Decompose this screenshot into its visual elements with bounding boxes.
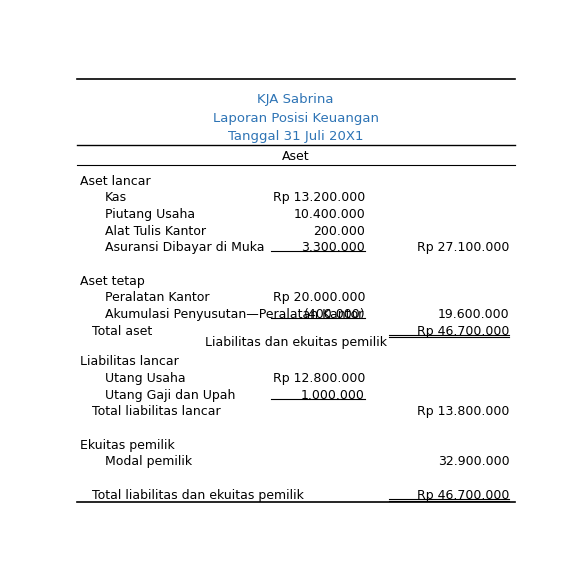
- Text: Aset lancar: Aset lancar: [80, 175, 151, 188]
- Text: Peralatan Kantor: Peralatan Kantor: [105, 291, 209, 304]
- Text: Rp 46.700.000: Rp 46.700.000: [417, 325, 509, 337]
- Text: Aset tetap: Aset tetap: [80, 275, 145, 288]
- Text: Utang Gaji dan Upah: Utang Gaji dan Upah: [105, 389, 235, 402]
- Text: Tanggal 31 Juli 20X1: Tanggal 31 Juli 20X1: [228, 130, 364, 143]
- Text: Akumulasi Penyusutan—Peralatan Kantor: Akumulasi Penyusutan—Peralatan Kantor: [105, 308, 363, 321]
- Text: 1.000.000: 1.000.000: [301, 389, 365, 402]
- Text: 19.600.000: 19.600.000: [438, 308, 509, 321]
- Text: Ekuitas pemilik: Ekuitas pemilik: [80, 439, 175, 452]
- Text: (400.000): (400.000): [304, 308, 365, 321]
- Text: Piutang Usaha: Piutang Usaha: [105, 208, 195, 221]
- Text: Rp 27.100.000: Rp 27.100.000: [417, 241, 509, 254]
- Text: Asuransi Dibayar di Muka: Asuransi Dibayar di Muka: [105, 241, 264, 254]
- Text: 10.400.000: 10.400.000: [293, 208, 365, 221]
- Text: KJA Sabrina: KJA Sabrina: [257, 93, 334, 106]
- Text: Aset: Aset: [282, 150, 309, 163]
- Text: Rp 12.800.000: Rp 12.800.000: [273, 372, 365, 385]
- Text: 32.900.000: 32.900.000: [438, 455, 509, 468]
- Text: Alat Tulis Kantor: Alat Tulis Kantor: [105, 225, 206, 238]
- Text: Laporan Posisi Keuangan: Laporan Posisi Keuangan: [213, 112, 379, 125]
- Text: Total liabilitas lancar: Total liabilitas lancar: [80, 405, 221, 418]
- Text: Modal pemilik: Modal pemilik: [105, 455, 192, 468]
- Text: Liabilitas dan ekuitas pemilik: Liabilitas dan ekuitas pemilik: [205, 336, 387, 349]
- Text: 3.300.000: 3.300.000: [301, 241, 365, 254]
- Text: Rp 20.000.000: Rp 20.000.000: [272, 291, 365, 304]
- Text: Rp 46.700.000: Rp 46.700.000: [417, 489, 509, 502]
- Text: Liabilitas lancar: Liabilitas lancar: [80, 356, 179, 369]
- Text: 200.000: 200.000: [313, 225, 365, 238]
- Text: Utang Usaha: Utang Usaha: [105, 372, 185, 385]
- Text: Total liabilitas dan ekuitas pemilik: Total liabilitas dan ekuitas pemilik: [80, 489, 304, 502]
- Text: Total aset: Total aset: [80, 325, 152, 337]
- Text: Rp 13.800.000: Rp 13.800.000: [417, 405, 509, 418]
- Text: Rp 13.200.000: Rp 13.200.000: [273, 191, 365, 204]
- Text: Kas: Kas: [105, 191, 127, 204]
